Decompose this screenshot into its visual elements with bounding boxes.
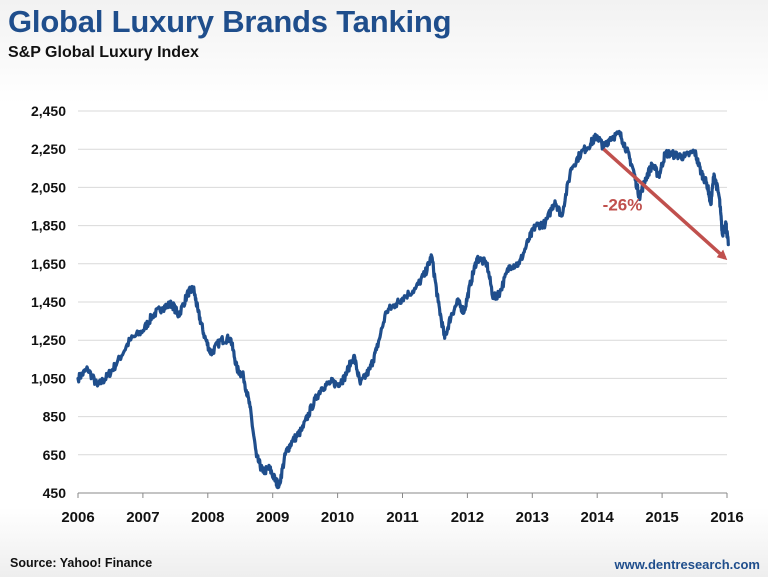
y-tick-label: 2,250 (31, 141, 66, 157)
series-layer (76, 129, 730, 490)
x-tick-label: 2009 (256, 509, 289, 526)
source-note: Source: Yahoo! Finance (10, 556, 153, 570)
axes: 450 650 850 1,050 1,250 1,450 1,650 1,850 2,050 2… (31, 103, 744, 526)
x-tick-label: 2007 (126, 509, 159, 526)
x-tick-label: 2006 (61, 509, 94, 526)
y-tick-label: 850 (43, 409, 67, 425)
annotation-layer: -26% (602, 147, 728, 261)
website-link[interactable]: www.dentresearch.com (614, 557, 760, 572)
y-tick-label: 2,050 (31, 179, 66, 195)
series-line (76, 129, 730, 490)
y-tick-label: 650 (43, 447, 67, 463)
decline-arrow (602, 147, 728, 261)
x-tick-label: 2015 (645, 509, 678, 526)
y-tick-label: 450 (43, 485, 67, 501)
y-tick-label: 1,250 (31, 332, 66, 348)
grid-lines (78, 110, 727, 456)
x-tick-label: 2016 (710, 509, 743, 526)
y-tick-label: 1,850 (31, 218, 66, 234)
x-tick-label: 2012 (451, 509, 484, 526)
y-tick-label: 1,450 (31, 294, 66, 310)
x-tick-label: 2014 (581, 509, 615, 526)
y-tick-label: 1,650 (31, 256, 66, 272)
x-tick-label: 2010 (321, 509, 354, 526)
x-tick-label: 2011 (386, 509, 419, 526)
x-tick-label: 2013 (516, 509, 549, 526)
y-tick-label: 2,450 (31, 103, 66, 119)
decline-label: -26% (603, 196, 643, 215)
chart-title: Global Luxury Brands Tanking (8, 4, 452, 39)
chart-subtitle: S&P Global Luxury Index (8, 44, 199, 61)
y-tick-label: 1,050 (31, 370, 66, 386)
x-tick-label: 2008 (191, 509, 224, 526)
